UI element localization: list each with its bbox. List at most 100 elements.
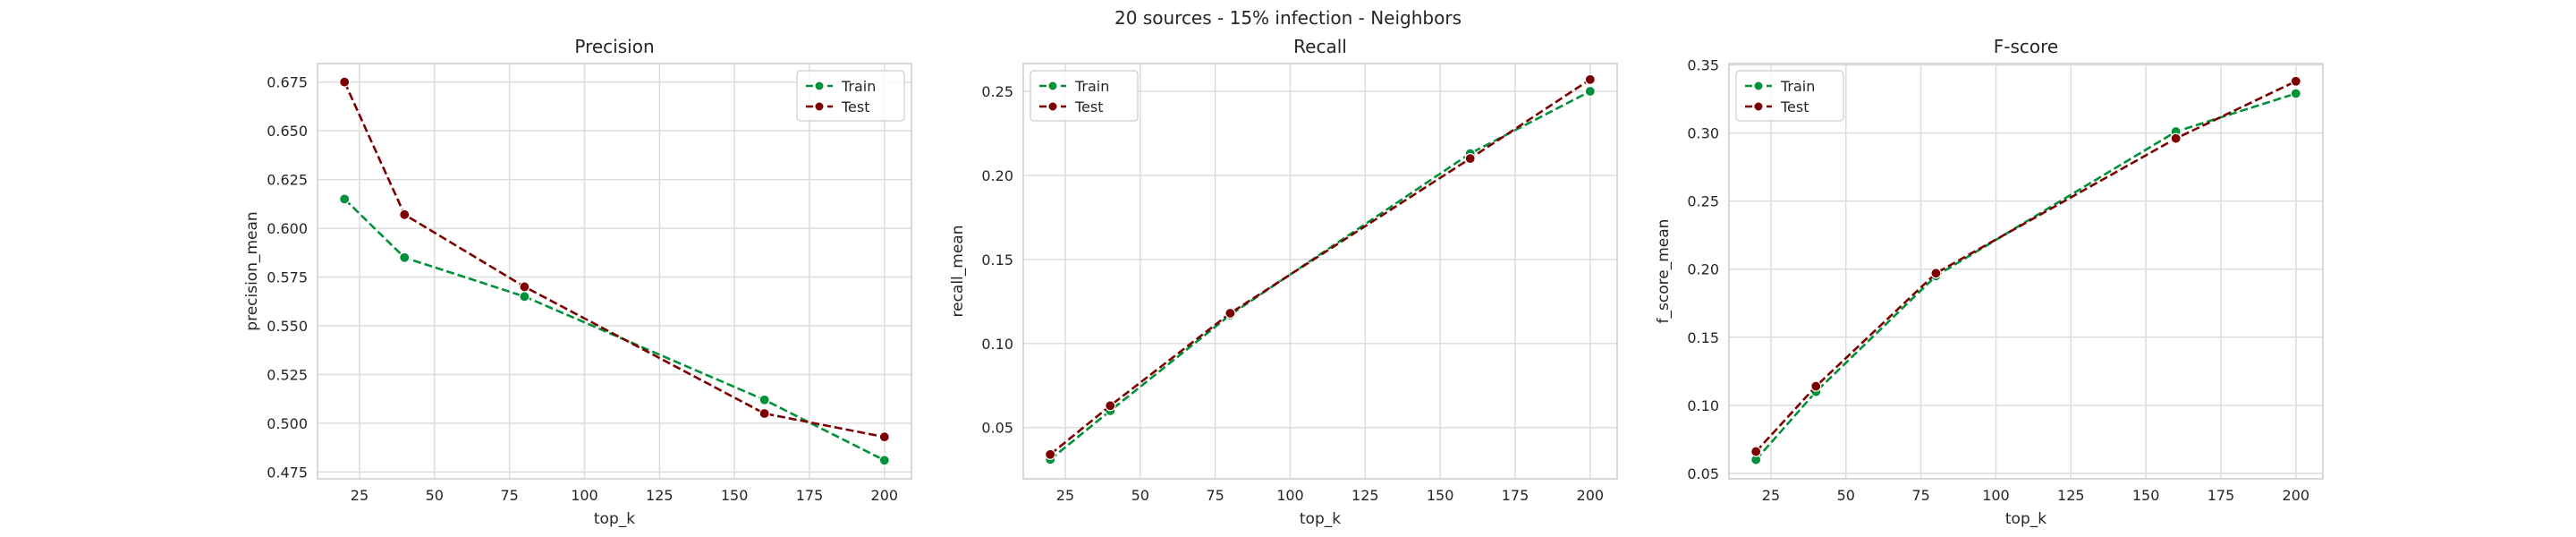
series-test bbox=[1045, 73, 1596, 460]
y-tick-label: 0.25 bbox=[981, 83, 1013, 100]
data-point-train bbox=[399, 251, 411, 263]
axes-frame bbox=[317, 63, 912, 480]
x-tick-label: 150 bbox=[2132, 487, 2160, 504]
subplot-precision: 25 50 75 100 125 150 175 200 0.475 0.500 0.525 0.55… bbox=[243, 36, 912, 528]
x-tick-label: 125 bbox=[1352, 487, 1379, 504]
data-point-test bbox=[1584, 73, 1596, 85]
subplots: 25 50 75 100 125 150 175 200 0.475 0.500 0.525 0.55… bbox=[243, 36, 2324, 528]
series-line-test bbox=[343, 81, 886, 439]
y-axis-label: precision_mean bbox=[243, 211, 261, 330]
legend-marker-train bbox=[814, 81, 825, 91]
subplot-title: Precision bbox=[574, 36, 654, 57]
x-axis-label: top_k bbox=[2005, 510, 2046, 528]
y-tick-label: 0.20 bbox=[1687, 261, 1719, 278]
data-point-train bbox=[2290, 88, 2301, 99]
x-tick-label: 150 bbox=[721, 487, 749, 504]
y-axis-label: f_score_mean bbox=[1655, 219, 1673, 324]
legend-marker-test bbox=[1753, 101, 1764, 112]
y-tick-label: 0.10 bbox=[981, 336, 1013, 353]
legend-label-train: Train bbox=[1780, 78, 1815, 95]
x-tick-label: 25 bbox=[351, 487, 369, 504]
legend-marker-train bbox=[1753, 81, 1764, 91]
legend-label-train: Train bbox=[1074, 78, 1109, 95]
legend: Train Test bbox=[1030, 70, 1139, 122]
x-axis-label: top_k bbox=[1300, 510, 1341, 528]
subplot-title: F-score bbox=[1994, 36, 2058, 57]
data-point-test bbox=[878, 431, 890, 443]
subplot-recall: 25 50 75 100 125 150 175 200 0.05 0.10 0.15 0.20 0.2… bbox=[949, 36, 1618, 528]
data-point-test bbox=[758, 407, 770, 420]
legend-label-test: Test bbox=[1780, 98, 1809, 115]
data-point-train bbox=[339, 193, 351, 205]
y-axis-label: recall_mean bbox=[949, 226, 967, 318]
x-tick-label: 175 bbox=[2207, 487, 2235, 504]
x-tick-label: 100 bbox=[571, 487, 598, 504]
data-point-test bbox=[1750, 446, 1762, 457]
data-point-test bbox=[519, 281, 530, 293]
x-tick-label: 50 bbox=[1131, 487, 1149, 504]
y-tick-label: 0.30 bbox=[1687, 125, 1719, 142]
data-point-train bbox=[878, 455, 890, 466]
legend-marker-test bbox=[814, 101, 825, 112]
legend-label-test: Test bbox=[841, 98, 870, 115]
axes-frame bbox=[1022, 63, 1618, 480]
series-test bbox=[339, 76, 890, 443]
x-tick-label: 75 bbox=[500, 487, 518, 504]
x-tick-label: 100 bbox=[1276, 487, 1304, 504]
y-tick-label: 0.35 bbox=[1687, 57, 1719, 74]
data-point-train bbox=[519, 291, 530, 303]
series-train bbox=[1045, 85, 1596, 465]
y-tick-label: 0.525 bbox=[267, 366, 308, 383]
y-tick-label: 0.550 bbox=[267, 318, 308, 335]
y-tick-label: 0.25 bbox=[1687, 193, 1719, 210]
data-point-test bbox=[1105, 400, 1116, 412]
x-tick-label: 75 bbox=[1911, 487, 1929, 504]
data-point-train bbox=[1584, 85, 1596, 98]
y-tick-label: 0.20 bbox=[981, 167, 1013, 184]
x-tick-label: 200 bbox=[1577, 487, 1605, 504]
x-tick-label: 25 bbox=[1762, 487, 1780, 504]
y-tick-label: 0.625 bbox=[267, 172, 308, 189]
data-point-test bbox=[339, 76, 351, 88]
data-point-train bbox=[758, 394, 770, 405]
x-tick-label: 50 bbox=[426, 487, 444, 504]
legend: Train Test bbox=[1735, 70, 1844, 122]
x-tick-label: 175 bbox=[796, 487, 824, 504]
legend: Train Test bbox=[796, 70, 905, 122]
y-tick-label: 0.575 bbox=[267, 269, 308, 286]
legend-label-test: Test bbox=[1074, 98, 1104, 115]
x-tick-label: 25 bbox=[1056, 487, 1074, 504]
series-line-train bbox=[1049, 90, 1591, 461]
data-point-test bbox=[1464, 153, 1476, 165]
series-test bbox=[1750, 75, 2301, 457]
data-point-test bbox=[1045, 448, 1056, 460]
series-train bbox=[1750, 88, 2301, 465]
subplot-title: Recall bbox=[1293, 36, 1347, 57]
data-point-test bbox=[1224, 307, 1236, 320]
x-tick-label: 150 bbox=[1427, 487, 1454, 504]
x-tick-label: 100 bbox=[1982, 487, 2010, 504]
data-point-test bbox=[399, 209, 411, 220]
y-tick-label: 0.600 bbox=[267, 220, 308, 237]
y-tick-label: 0.05 bbox=[981, 420, 1013, 437]
x-tick-label: 50 bbox=[1837, 487, 1855, 504]
legend-marker-train bbox=[1047, 81, 1058, 91]
series-train bbox=[339, 193, 890, 466]
y-tick-label: 0.475 bbox=[267, 464, 308, 481]
x-tick-label: 175 bbox=[1502, 487, 1530, 504]
data-point-test bbox=[1930, 268, 1942, 279]
x-tick-label: 200 bbox=[871, 487, 899, 504]
y-tick-label: 0.15 bbox=[981, 251, 1013, 268]
x-axis-label: top_k bbox=[594, 510, 635, 528]
data-point-test bbox=[2170, 132, 2182, 144]
axes-frame bbox=[1728, 63, 2324, 480]
y-tick-label: 0.500 bbox=[267, 415, 308, 432]
y-tick-label: 0.650 bbox=[267, 123, 308, 140]
y-tick-label: 0.15 bbox=[1687, 329, 1719, 346]
y-tick-label: 0.10 bbox=[1687, 397, 1719, 414]
figure-title: 20 sources - 15% infection - Neighbors bbox=[1114, 7, 1462, 29]
data-point-test bbox=[1810, 380, 1822, 392]
x-tick-label: 200 bbox=[2283, 487, 2310, 504]
x-tick-label: 75 bbox=[1206, 487, 1224, 504]
